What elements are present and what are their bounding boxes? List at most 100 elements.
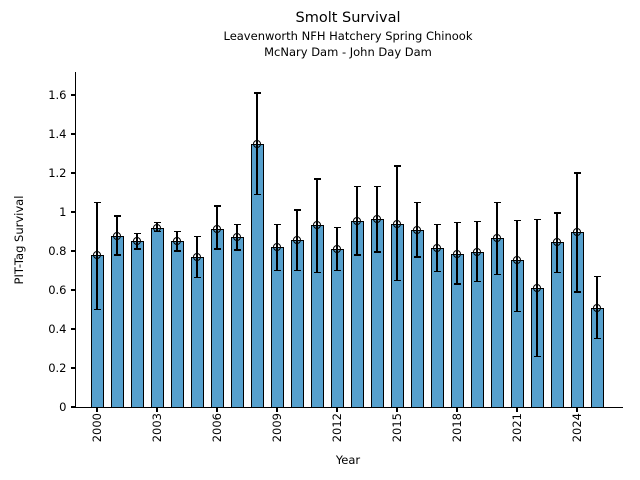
point-marker-year-2000 <box>93 250 101 259</box>
y-tick-mark <box>70 94 75 96</box>
error-cap-top-year-2015 <box>393 165 401 167</box>
error-cap-top-year-2018 <box>453 222 461 224</box>
error-cap-bottom-year-2022 <box>533 355 541 357</box>
error-cap-bottom-year-2004 <box>173 250 181 252</box>
error-cap-top-year-2001 <box>113 215 121 217</box>
y-tick-label: 0.8 <box>48 244 67 258</box>
error-cap-top-year-2012 <box>333 226 341 229</box>
error-cap-top-year-2005 <box>193 235 201 238</box>
bar-year-2012 <box>330 249 344 408</box>
error-cap-bottom-year-2014 <box>373 251 381 253</box>
error-cap-top-year-2006 <box>213 205 221 207</box>
x-tick-mark <box>456 408 458 412</box>
error-cap-bottom-year-2015 <box>393 279 401 281</box>
x-tick-mark <box>396 408 398 412</box>
point-marker-year-2019 <box>473 247 481 256</box>
error-cap-bottom-year-2019 <box>473 280 481 282</box>
x-tick-label: 2018 <box>450 413 464 443</box>
error-cap-top-year-2013 <box>353 185 361 188</box>
point-marker-year-2010 <box>293 236 301 245</box>
error-cap-bottom-year-2000 <box>93 308 101 311</box>
error-cap-top-year-2016 <box>413 201 421 203</box>
x-tick-label: 2021 <box>510 413 524 443</box>
error-cap-top-year-2022 <box>533 219 541 221</box>
error-cap-top-year-2007 <box>233 223 241 226</box>
bar-year-2004 <box>170 241 184 408</box>
y-tick-mark <box>70 250 75 252</box>
error-cap-top-year-2019 <box>473 221 481 223</box>
error-cap-top-year-2008 <box>253 92 261 94</box>
error-cap-bottom-year-2001 <box>113 254 121 256</box>
point-marker-year-2012 <box>333 245 341 254</box>
x-tick-label: 2003 <box>150 413 164 443</box>
x-tick-label: 2015 <box>390 413 404 443</box>
error-cap-top-year-2010 <box>293 209 301 211</box>
y-tick-mark <box>70 367 75 369</box>
y-tick-label: 1.6 <box>48 88 67 102</box>
error-cap-bottom-year-2012 <box>333 269 341 272</box>
error-cap-top-year-2000 <box>93 201 101 203</box>
error-cap-bottom-year-2011 <box>313 271 321 274</box>
x-axis-spine <box>74 407 623 409</box>
y-tick-label: 0.6 <box>48 283 67 297</box>
point-marker-year-2022 <box>533 284 541 293</box>
error-cap-top-year-2023 <box>553 212 561 214</box>
x-tick-label: 2000 <box>90 413 104 443</box>
error-cap-bottom-year-2010 <box>293 269 301 272</box>
y-tick-label: 1 <box>59 205 67 219</box>
bar-year-2001 <box>110 236 124 408</box>
x-tick-mark <box>156 408 158 412</box>
point-marker-year-2017 <box>433 244 441 253</box>
error-cap-bottom-year-2017 <box>433 270 441 273</box>
error-cap-bottom-year-2023 <box>553 271 561 274</box>
error-bar-year-2021 <box>516 220 518 312</box>
x-tick-label: 2006 <box>210 413 224 443</box>
error-cap-bottom-year-2016 <box>413 256 421 258</box>
point-marker-year-2001 <box>113 232 121 241</box>
point-marker-year-2011 <box>313 220 321 229</box>
x-tick-mark <box>276 408 278 412</box>
y-tick-mark <box>70 406 75 408</box>
point-marker-year-2009 <box>273 243 281 252</box>
error-cap-top-year-2024 <box>573 172 581 174</box>
y-tick-mark <box>70 289 75 291</box>
y-tick-mark <box>70 328 75 330</box>
point-marker-year-2004 <box>173 237 181 246</box>
y-tick-label: 0 <box>59 400 67 414</box>
error-cap-top-year-2009 <box>273 223 281 226</box>
y-tick-label: 0.4 <box>48 322 67 336</box>
error-cap-bottom-year-2008 <box>253 193 261 196</box>
point-marker-year-2025 <box>593 303 601 312</box>
error-cap-top-year-2017 <box>433 223 441 226</box>
error-cap-bottom-year-2021 <box>513 310 521 313</box>
chart-subtitle-line1: Leavenworth NFH Hatchery Spring Chinook <box>223 29 473 43</box>
x-tick-label: 2012 <box>330 413 344 443</box>
error-cap-top-year-2014 <box>373 185 381 188</box>
x-tick-mark <box>516 408 518 412</box>
error-cap-bottom-year-2025 <box>593 338 601 340</box>
point-marker-year-2015 <box>393 219 401 228</box>
x-tick-mark <box>96 408 98 412</box>
point-marker-year-2007 <box>233 233 241 242</box>
x-tick-label: 2024 <box>570 413 584 443</box>
error-cap-top-year-2011 <box>313 178 321 180</box>
x-axis-label: Year <box>335 453 361 467</box>
point-marker-year-2016 <box>413 225 421 234</box>
bar-year-2005 <box>190 256 204 408</box>
point-marker-year-2013 <box>353 216 361 225</box>
point-marker-year-2021 <box>513 255 521 264</box>
error-cap-bottom-year-2006 <box>213 248 221 250</box>
error-cap-bottom-year-2024 <box>573 291 581 293</box>
error-cap-bottom-year-2009 <box>273 269 281 272</box>
error-cap-bottom-year-2018 <box>453 283 461 285</box>
y-tick-mark <box>70 211 75 213</box>
bar-year-2007 <box>230 237 244 408</box>
point-marker-year-2020 <box>493 234 501 243</box>
point-marker-year-2014 <box>373 214 381 223</box>
point-marker-year-2003 <box>153 223 161 232</box>
error-cap-bottom-year-2013 <box>353 254 361 256</box>
y-tick-mark <box>70 133 75 135</box>
bar-year-2002 <box>130 241 144 408</box>
error-cap-top-year-2002 <box>133 232 141 235</box>
